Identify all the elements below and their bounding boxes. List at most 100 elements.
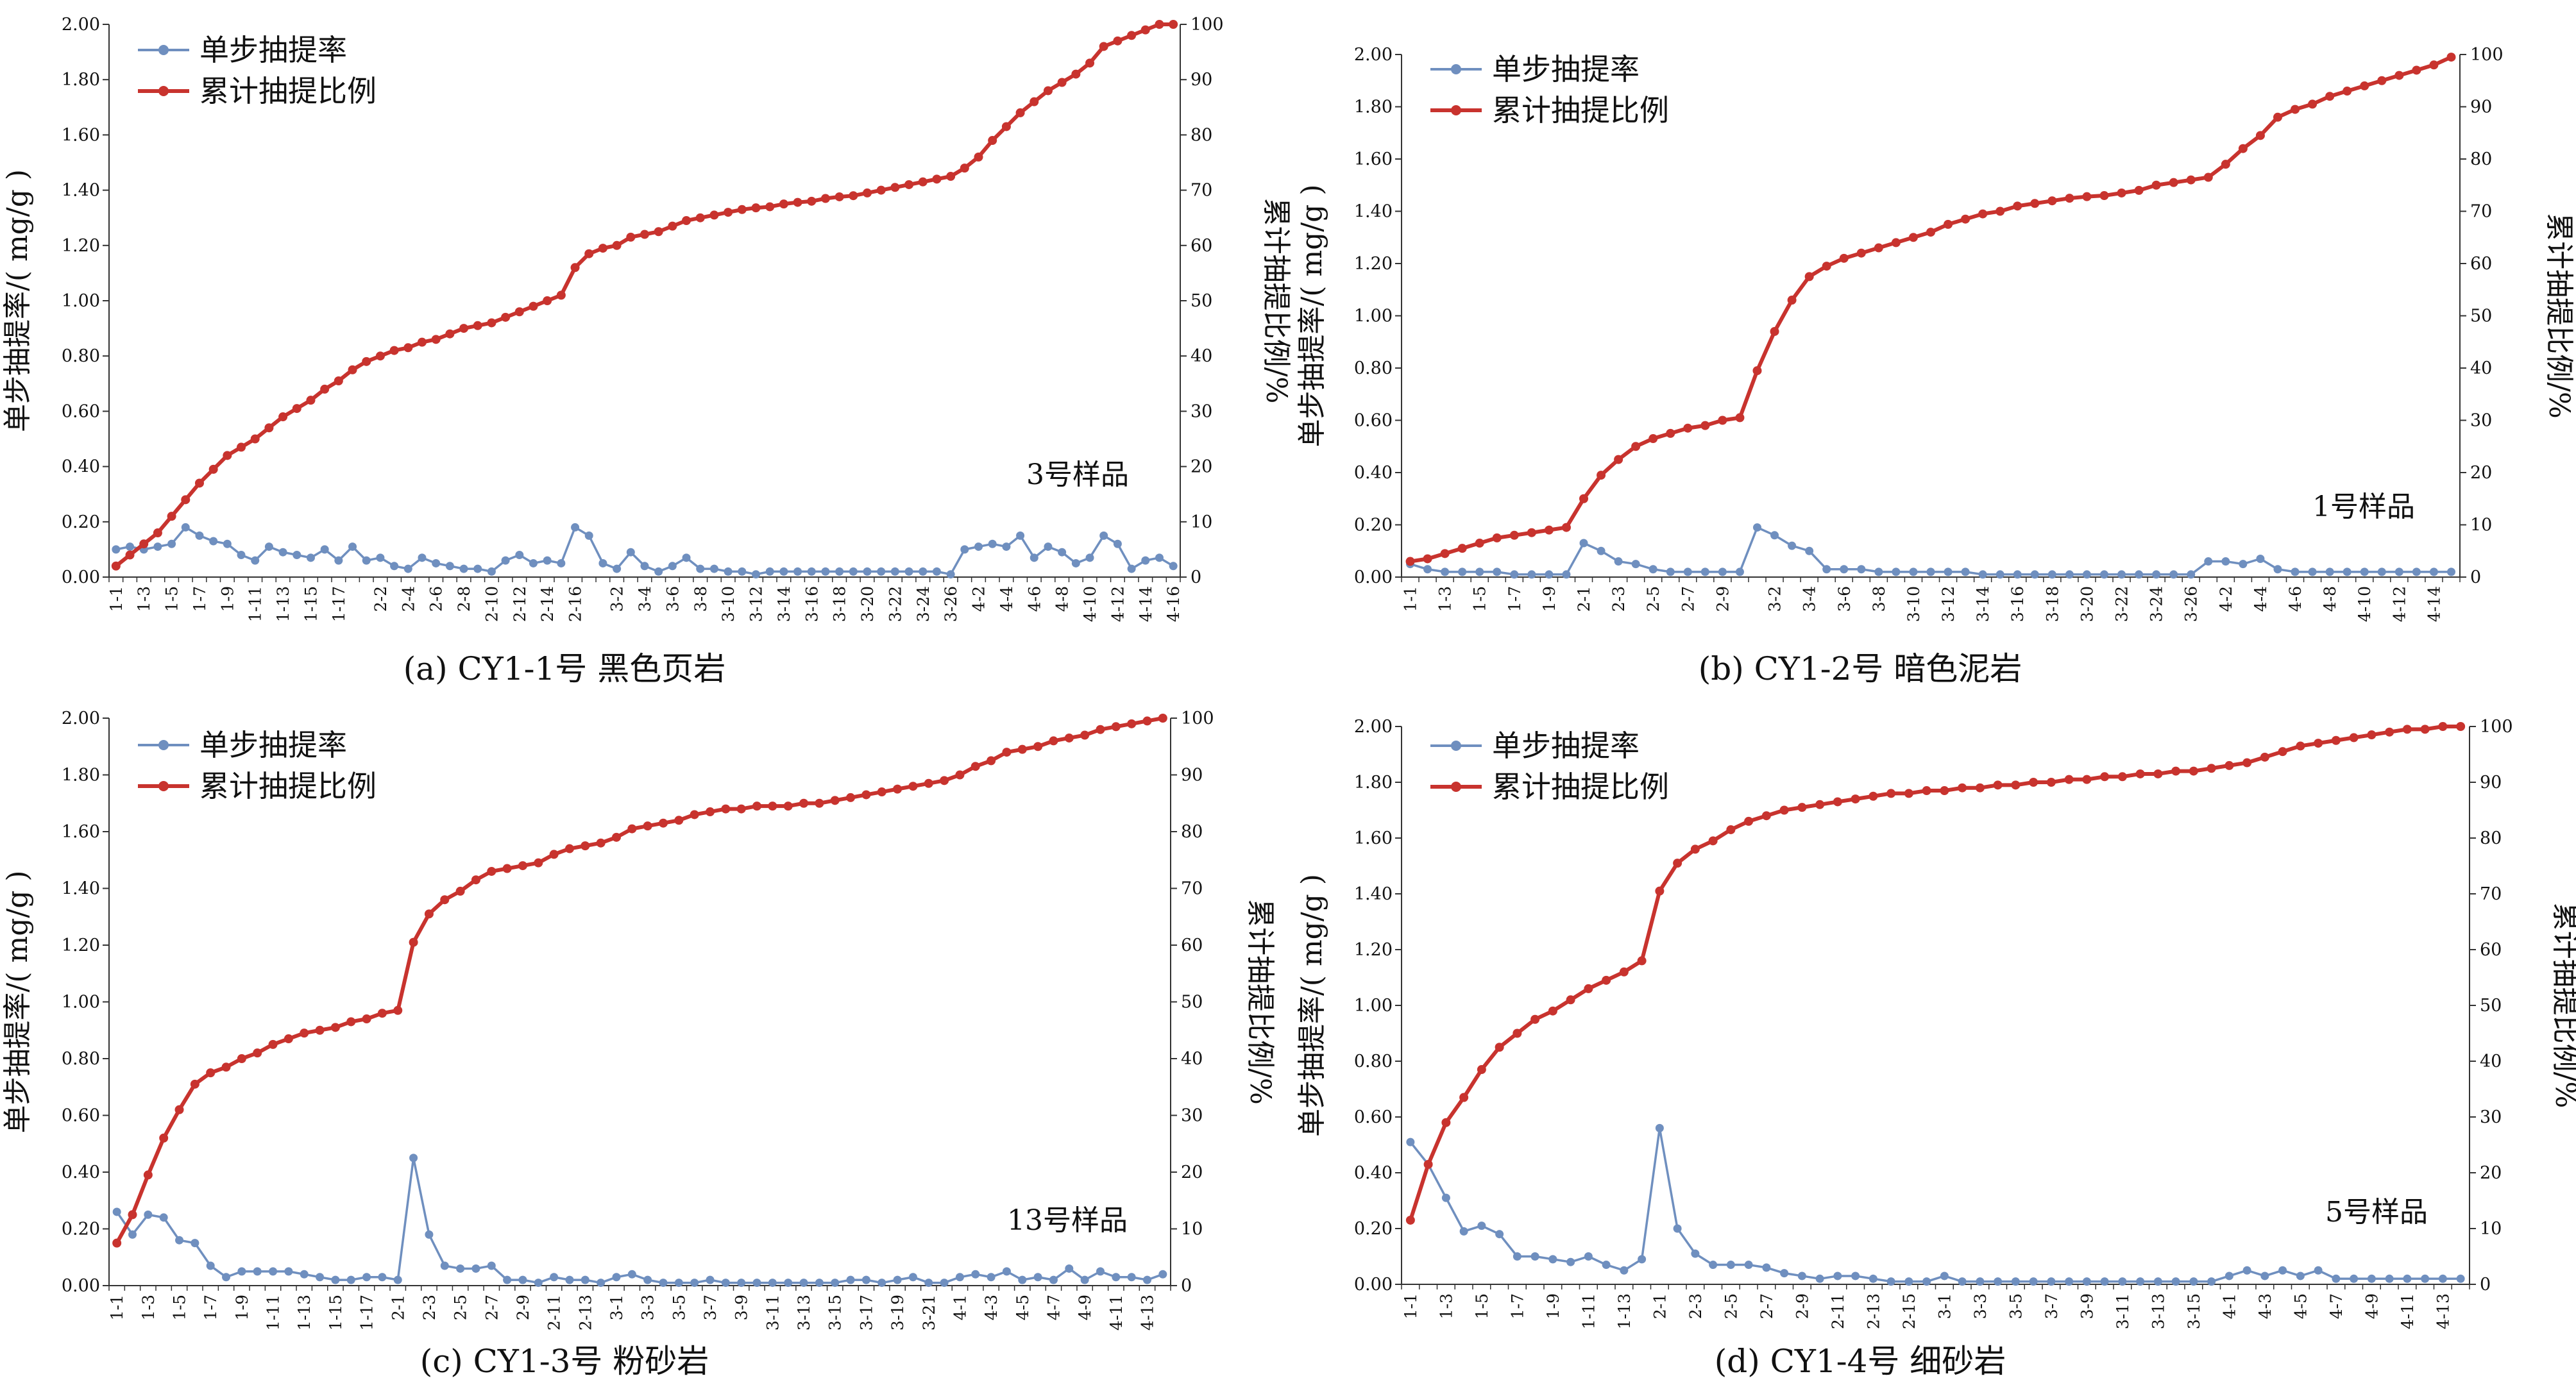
sample-label: 13号样品: [1007, 1204, 1128, 1237]
single-step-point: [1851, 1272, 1860, 1280]
cumulative-point: [1441, 1118, 1451, 1127]
x-tick-label: 3-7: [701, 1295, 720, 1320]
single-step-point: [1049, 1275, 1058, 1284]
y-right-tick-label: 30: [1181, 1106, 1203, 1126]
cumulative-point: [1169, 20, 1178, 29]
single-step-point: [807, 567, 816, 576]
cumulative-point: [2151, 180, 2161, 190]
y-right-tick-label: 40: [1181, 1049, 1203, 1069]
single-step-point: [306, 553, 315, 562]
single-step-point: [501, 556, 510, 565]
cumulative-point: [2412, 65, 2421, 75]
cumulative-point: [2117, 188, 2126, 197]
single-step-point: [456, 1264, 465, 1273]
cumulative-point: [1158, 714, 1167, 723]
single-step-point: [2403, 1274, 2412, 1283]
single-step-point: [2011, 1277, 2020, 1286]
cumulative-point: [626, 232, 636, 242]
single-step-point: [1127, 1273, 1136, 1282]
y-right-tick-label: 40: [2470, 358, 2492, 378]
cumulative-point: [1700, 421, 1710, 430]
x-tick-label: 2-12: [511, 586, 529, 622]
x-tick-label: 2-2: [371, 586, 390, 612]
y-left-tick-label: 1.80: [1354, 773, 1393, 793]
x-tick-label: 4-8: [2321, 586, 2339, 612]
single-step-point: [1597, 546, 1606, 555]
x-tick-label: 4-9: [1076, 1295, 1094, 1320]
cumulative-point: [1683, 423, 1693, 433]
single-step-point: [1566, 1257, 1575, 1266]
panel-caption: (a) CY1-1号 黑色页岩: [403, 650, 725, 687]
cumulative-point: [1718, 416, 1727, 425]
x-tick-label: 1-17: [330, 586, 348, 622]
single-step-point: [2456, 1274, 2465, 1283]
cumulative-point: [2367, 730, 2377, 740]
y-right-tick-label: 70: [2480, 884, 2502, 904]
single-step-point: [2118, 1277, 2127, 1286]
x-tick-label: 4-8: [1053, 586, 1072, 612]
y-axis-right-title: 累计抽提比例/%: [1260, 198, 1292, 404]
y-left-tick-label: 2.00: [62, 15, 100, 35]
cumulative-point: [334, 376, 343, 385]
cumulative-point: [1761, 811, 1771, 821]
cumulative-point: [2169, 178, 2178, 187]
cumulative-point: [1735, 413, 1745, 423]
single-step-point: [2367, 1274, 2376, 1283]
x-tick-label: 4-7: [2327, 1293, 2346, 1319]
cumulative-point: [1822, 262, 1831, 271]
x-tick-label: 3-16: [2008, 586, 2027, 622]
x-tick-label: 2-13: [576, 1295, 595, 1330]
cumulative-point: [1833, 797, 1842, 807]
cumulative-point: [2186, 175, 2196, 185]
x-tick-label: 2-4: [399, 586, 418, 612]
cumulative-point: [2099, 191, 2109, 201]
legend-label: 单步抽提率: [1492, 728, 1640, 763]
single-step-point: [2187, 570, 2196, 579]
y-left-tick-label: 1.60: [1354, 828, 1393, 848]
legend-label: 单步抽提率: [199, 728, 347, 762]
x-tick-label: 4-9: [2362, 1293, 2381, 1319]
y-left-tick-label: 1.60: [1354, 149, 1393, 169]
single-step-point: [2446, 567, 2455, 576]
y-left-tick-label: 0.20: [1354, 516, 1393, 535]
y-left-tick-label: 1.40: [1354, 884, 1393, 904]
cumulative-point: [431, 335, 441, 344]
y-left-tick-label: 0.80: [1354, 358, 1393, 378]
single-step-point: [1744, 1261, 1753, 1270]
x-tick-label: 3-10: [719, 586, 738, 622]
x-tick-label: 4-13: [1138, 1295, 1157, 1330]
cumulative-point: [1509, 530, 1519, 540]
y-right-tick-label: 90: [1181, 766, 1203, 785]
cumulative-point: [2171, 766, 2181, 776]
single-step-point: [2065, 1277, 2074, 1286]
cumulative-point: [320, 384, 330, 394]
cumulative-point: [139, 539, 149, 549]
single-step-point: [2082, 570, 2091, 579]
cumulative-point: [1944, 219, 1953, 229]
cumulative-point: [455, 886, 465, 896]
cumulative-point: [1566, 995, 1575, 1005]
y-left-tick-label: 1.20: [1354, 254, 1393, 274]
single-step-point: [1700, 567, 1709, 576]
x-tick-label: 1-11: [246, 586, 265, 622]
single-step-point: [1892, 567, 1901, 576]
single-step-point: [863, 567, 872, 576]
cumulative-point: [1922, 786, 1931, 796]
single-step-point: [682, 553, 691, 562]
single-step-point: [346, 1275, 355, 1284]
single-step-point: [223, 539, 232, 548]
single-step-point: [390, 562, 399, 571]
y-right-tick-label: 70: [1181, 879, 1203, 899]
single-step-point: [960, 545, 969, 554]
y-left-tick-label: 1.20: [1354, 940, 1393, 960]
single-step-point: [2377, 567, 2386, 576]
single-step-point: [659, 1279, 668, 1288]
cumulative-point: [877, 787, 886, 797]
series-line-single-step: [115, 1157, 1164, 1284]
cumulative-point: [208, 464, 218, 474]
single-step-point: [1805, 546, 1814, 555]
y-left-tick-label: 1.40: [1354, 202, 1393, 222]
cumulative-point: [315, 1025, 325, 1035]
y-right-tick-label: 100: [2480, 717, 2513, 737]
x-tick-label: 3-15: [2185, 1293, 2203, 1329]
